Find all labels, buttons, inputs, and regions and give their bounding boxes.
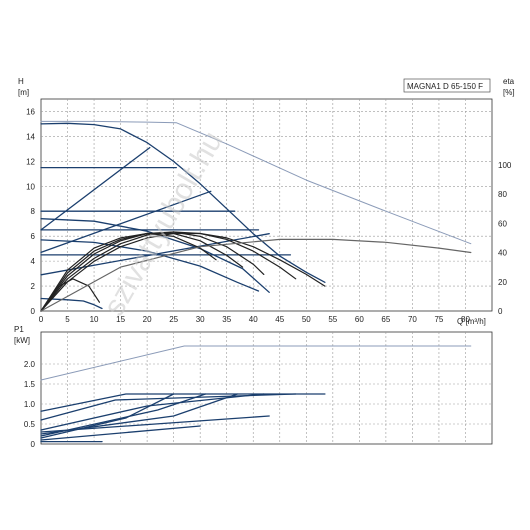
x-tick-label: 80: [461, 315, 470, 324]
h-tick-label: 16: [26, 107, 35, 116]
x-tick-label: 40: [249, 315, 258, 324]
axis-ticks: 0 5 10 15 20 25 30 35 40 45 50 55 60 65 70 75 80 0 2 4 6 8 10 1…: [24, 107, 512, 449]
p1-tick-label: 1.0: [24, 400, 36, 409]
x-tick-label: 65: [381, 315, 390, 324]
power-chart-frame: [40, 331, 493, 445]
head-curve-series-12: [40, 232, 326, 312]
eta-tick-label: 60: [498, 219, 507, 228]
h-tick-label: 2: [31, 282, 36, 291]
h-tick-label: 4: [31, 257, 36, 266]
power-axis-label-unit: [kW]: [14, 336, 30, 345]
head-axis-label-unit: [m]: [18, 88, 29, 97]
power-curve-series-6: [40, 393, 175, 439]
eta-axis-label-name: eta: [503, 77, 515, 86]
head-curve-series-1: [40, 146, 151, 231]
h-tick-label: 14: [26, 132, 35, 141]
eta-tick-label: 40: [498, 249, 507, 258]
x-tick-label: 15: [116, 315, 125, 324]
x-tick-label: 5: [65, 315, 70, 324]
x-tick-label: 35: [222, 315, 231, 324]
p1-tick-label: 0.5: [24, 420, 36, 429]
head-curve-series-11: [40, 120, 472, 245]
h-tick-label: 12: [26, 157, 35, 166]
power-axis-label-name: P1: [14, 325, 24, 334]
chart-title-box: [403, 78, 491, 93]
x-tick-label: 20: [143, 315, 152, 324]
x-tick-label: 0: [39, 315, 44, 324]
power-curve-series-0: [40, 345, 472, 381]
head-curve-series-14: [40, 231, 265, 312]
head-curve-series-18: [40, 238, 472, 312]
p1-tick-label: 1.5: [24, 380, 36, 389]
head-curve-series-9: [40, 239, 260, 292]
x-tick-label: 60: [355, 315, 364, 324]
x-tick-label: 25: [169, 315, 178, 324]
h-tick-label: 6: [31, 232, 36, 241]
power-chart-grid: [40, 331, 493, 445]
x-tick-label: 70: [408, 315, 417, 324]
head-curve-series-0: [40, 122, 326, 283]
watermark: szivattyubolt.hu: [97, 126, 229, 322]
head-curve-series-17: [40, 278, 101, 312]
h-tick-label: 8: [31, 207, 36, 216]
head-curve-series-10: [40, 297, 103, 310]
x-tick-label: 30: [196, 315, 205, 324]
head-chart-grid: [40, 98, 493, 312]
power-curve-series-8: [40, 425, 201, 441]
eta-tick-label: 80: [498, 190, 507, 199]
x-tick-label: 75: [434, 315, 443, 324]
head-curve-series-8: [40, 218, 270, 293]
x-tick-label: 10: [90, 315, 99, 324]
chart-title: MAGNA1 D 65-150 F: [407, 82, 483, 91]
power-chart-series: [40, 345, 472, 443]
eta-tick-label: 0: [498, 307, 503, 316]
h-tick-label: 0: [31, 307, 36, 316]
x-tick-label: 50: [302, 315, 311, 324]
head-axis-label-h: H: [18, 77, 24, 86]
h-tick-label: 10: [26, 182, 35, 191]
p1-tick-label: 0: [31, 440, 36, 449]
eta-axis-label-unit: [%]: [503, 88, 515, 97]
power-curve-series-2: [40, 393, 297, 421]
power-curve-series-5: [40, 393, 207, 437]
head-chart-frame: [40, 98, 493, 312]
head-curve-series-16: [40, 232, 217, 312]
p1-tick-label: 2.0: [24, 360, 36, 369]
head-curve-series-2: [40, 190, 212, 254]
flow-axis-label: Q [m³/h]: [457, 317, 486, 326]
power-curve-series-7: [40, 415, 270, 433]
x-tick-label: 45: [275, 315, 284, 324]
eta-tick-label: 20: [498, 278, 507, 287]
x-tick-label: 55: [328, 315, 337, 324]
head-chart-series: [40, 120, 472, 312]
eta-tick-label: 100: [498, 161, 512, 170]
